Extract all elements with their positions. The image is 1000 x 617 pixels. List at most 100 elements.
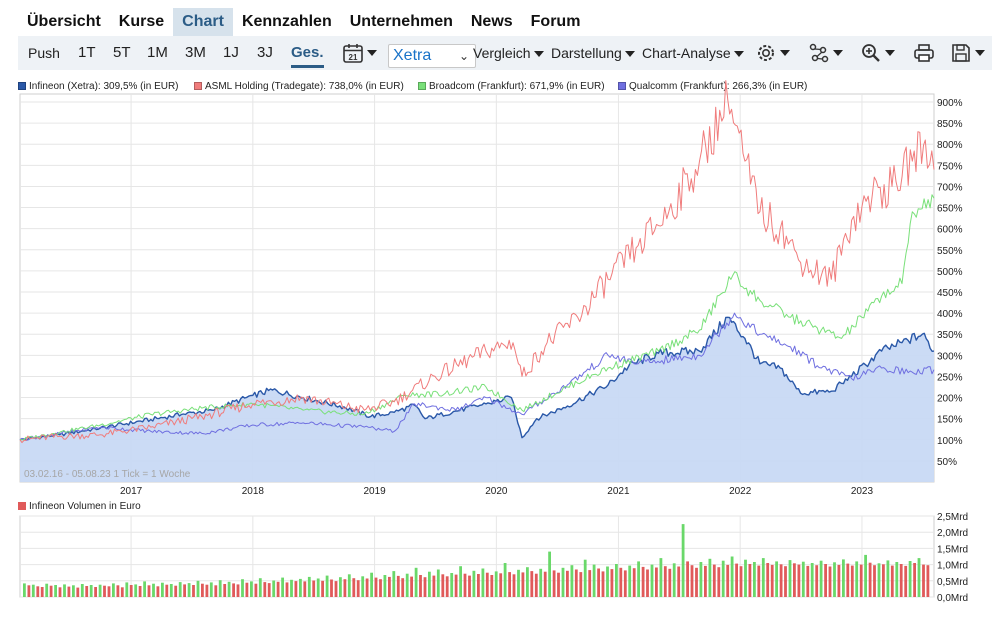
chart-analysis-menu[interactable]: Chart-Analyse	[642, 36, 744, 70]
volume-bar	[730, 556, 734, 597]
y-tick-label: 600%	[937, 225, 963, 236]
nav-item-news[interactable]: News	[470, 13, 513, 30]
volume-bar	[316, 578, 320, 597]
nav-item-chart[interactable]: Chart	[173, 8, 233, 36]
range-1m-button[interactable]: 1M	[147, 44, 168, 61]
range-3j-button[interactable]: 3J	[257, 44, 273, 61]
x-tick-label: 2020	[485, 486, 508, 497]
volume-bar	[454, 574, 458, 597]
range-ges-button[interactable]: Ges.	[291, 36, 324, 70]
volume-bar	[174, 585, 178, 597]
legend-item-broadcom[interactable]: Broadcom (Frankfurt): 671,9% (in EUR)	[418, 81, 605, 92]
volume-bar	[54, 585, 57, 597]
x-tick-label: 2023	[851, 486, 874, 497]
volume-bar	[784, 566, 787, 597]
nav-item-kennzahlen[interactable]: Kennzahlen	[241, 13, 332, 30]
settings-button[interactable]	[755, 41, 790, 65]
volume-bar	[112, 583, 115, 597]
volume-bar	[89, 585, 93, 597]
volume-bar	[499, 573, 503, 597]
volume-bar	[388, 576, 391, 597]
chevron-down-icon	[367, 50, 377, 56]
volume-bar	[281, 577, 284, 597]
y-tick-label: 350%	[937, 330, 963, 341]
volume-bar	[330, 579, 333, 597]
legend-item-qualcomm[interactable]: Qualcomm (Frankfurt): 266,3% (in EUR)	[618, 81, 807, 92]
volume-bar	[846, 563, 850, 597]
nav-item-unternehmen[interactable]: Unternehmen	[349, 13, 453, 30]
legend-item-infineon[interactable]: Infineon (Xetra): 309,5% (in EUR)	[18, 81, 179, 92]
x-tick-label: 2017	[120, 486, 143, 497]
volume-bar	[374, 577, 378, 597]
y-tick-label: 150%	[937, 415, 963, 426]
y-tick-label: 100%	[937, 436, 963, 447]
volume-bar	[116, 585, 120, 597]
volume-bar	[58, 587, 62, 597]
volume-bar	[152, 583, 155, 597]
zoom-button[interactable]	[860, 41, 895, 65]
nav-item-uebersicht[interactable]: Übersicht	[27, 13, 101, 30]
volume-bar	[236, 584, 240, 597]
chevron-down-icon	[833, 50, 843, 56]
time-x-axis: 2017 2018 2019 2020 2021 2022 2023	[120, 486, 874, 497]
volume-bar	[303, 581, 307, 597]
range-1j-button[interactable]: 1J	[223, 44, 239, 61]
volume-bar	[209, 582, 213, 597]
volume-bar	[214, 585, 218, 597]
compare-menu[interactable]: Vergleich	[473, 36, 544, 70]
display-menu[interactable]: Darstellung	[551, 36, 635, 70]
volume-bar	[45, 583, 49, 597]
range-5t-button[interactable]: 5T	[113, 44, 131, 61]
volume-bar	[107, 586, 111, 597]
calendar-button[interactable]: 21	[342, 41, 377, 65]
save-button[interactable]	[950, 41, 985, 65]
volume-bar	[410, 576, 413, 597]
nav-item-kurse[interactable]: Kurse	[118, 13, 165, 30]
volume-bar	[321, 580, 324, 597]
volume-bar	[695, 567, 698, 597]
y-tick-label: 450%	[937, 288, 963, 299]
chevron-down-icon: ⌄	[458, 49, 469, 63]
range-1t-button[interactable]: 1T	[78, 44, 96, 61]
x-tick-label: 2022	[729, 486, 752, 497]
volume-bar	[882, 564, 885, 597]
indicators-button[interactable]	[808, 41, 843, 65]
series-line-qualcomm	[19, 312, 935, 441]
legend-swatch	[194, 82, 202, 90]
volume-bar	[757, 565, 761, 597]
volume-bar	[619, 567, 623, 597]
volume-bar	[405, 573, 409, 597]
volume-bar	[744, 559, 747, 597]
push-button[interactable]: Push	[28, 45, 60, 61]
volume-bar	[850, 565, 854, 597]
x-tick-label: 2019	[363, 486, 386, 497]
volume-bar	[926, 565, 930, 597]
chart-toolbar: Push 1T 5T 1M 3M 1J 3J Ges. 21 Xetra ⌄ V…	[18, 36, 992, 70]
volume-bar	[904, 565, 908, 597]
volume-bars	[23, 524, 930, 597]
volume-bar	[610, 569, 614, 597]
series-line-broadcom	[19, 194, 935, 441]
volume-bar	[579, 572, 583, 597]
exchange-select[interactable]: Xetra ⌄	[388, 44, 476, 68]
volume-bar	[125, 582, 129, 597]
volume-bar	[561, 567, 565, 597]
volume-bar	[646, 569, 649, 597]
volume-bar	[40, 587, 44, 597]
volume-bar	[187, 583, 191, 597]
series-line-infineon	[19, 316, 935, 441]
y-tick-label: 800%	[937, 140, 963, 151]
print-button[interactable]	[913, 41, 935, 65]
legend-item-asml[interactable]: ASML Holding (Tradegate): 738,0% (in EUR…	[194, 81, 404, 92]
y-tick-label: 200%	[937, 394, 963, 405]
nav-item-forum[interactable]: Forum	[530, 13, 581, 30]
volume-bar	[726, 564, 730, 597]
volume-bar	[129, 585, 133, 597]
range-3m-button[interactable]: 3M	[185, 44, 206, 61]
volume-bar	[717, 567, 721, 597]
volume-bar	[307, 576, 311, 597]
volume-bar	[201, 583, 204, 597]
volume-bar	[833, 562, 836, 597]
volume-bar	[450, 573, 454, 597]
